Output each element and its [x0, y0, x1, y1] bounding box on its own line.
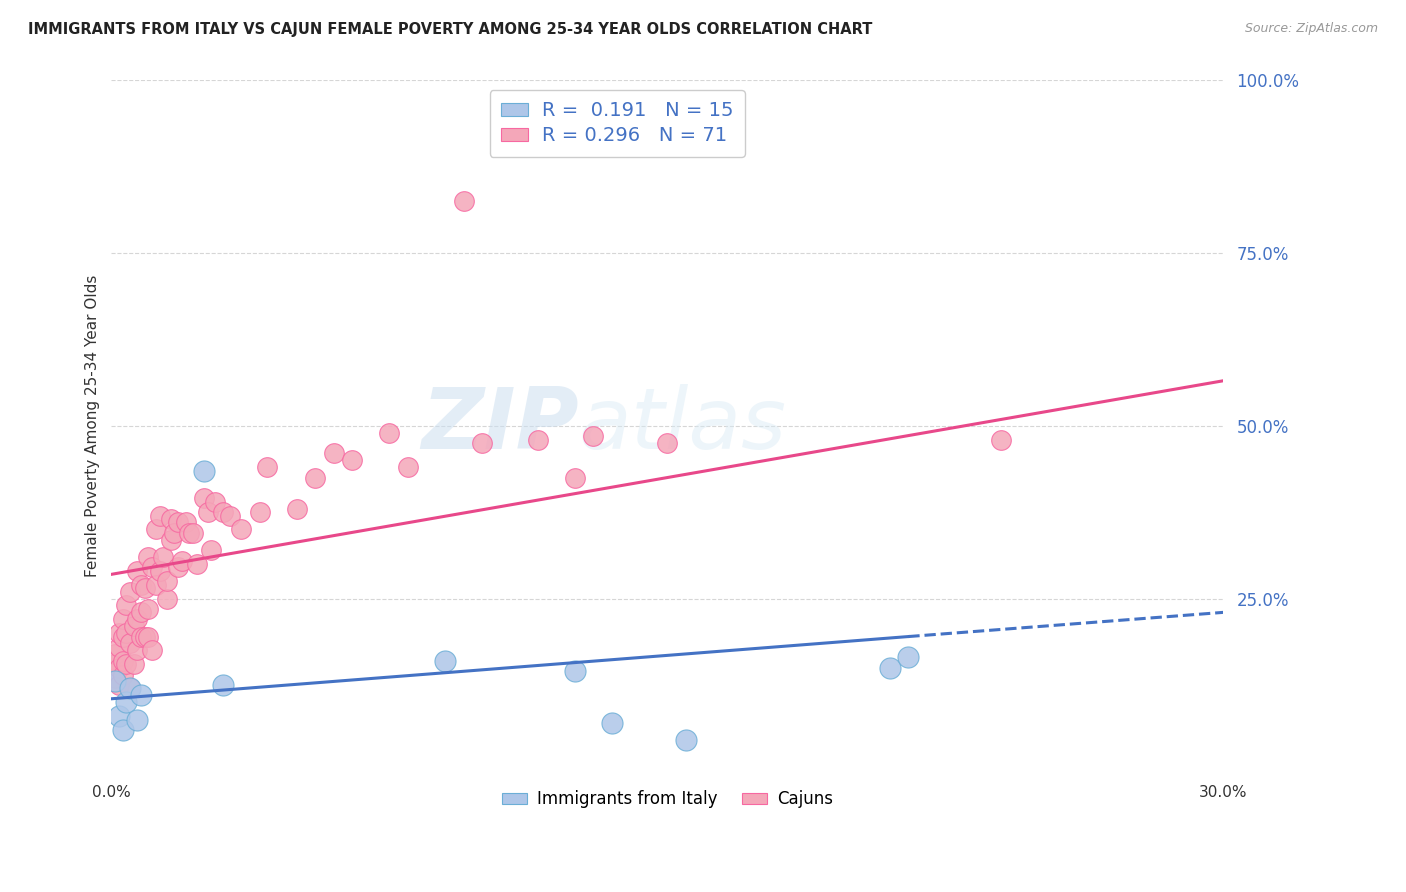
- Point: [249, 505, 271, 519]
- Point: [526, 433, 548, 447]
- Point: [167, 560, 190, 574]
- Point: [170, 553, 193, 567]
- Point: [111, 723, 134, 737]
- Point: [256, 460, 278, 475]
- Point: [118, 681, 141, 696]
- Point: [129, 630, 152, 644]
- Point: [186, 557, 208, 571]
- Point: [122, 619, 145, 633]
- Point: [108, 678, 131, 692]
- Text: atlas: atlas: [578, 384, 786, 467]
- Point: [129, 577, 152, 591]
- Point: [138, 630, 160, 644]
- Point: [600, 716, 623, 731]
- Text: Source: ZipAtlas.com: Source: ZipAtlas.com: [1244, 22, 1378, 36]
- Point: [134, 581, 156, 595]
- Point: [304, 470, 326, 484]
- Point: [149, 508, 172, 523]
- Point: [434, 654, 457, 668]
- Point: [156, 574, 179, 589]
- Point: [127, 612, 149, 626]
- Point: [193, 464, 215, 478]
- Point: [564, 664, 586, 678]
- Point: [378, 425, 401, 440]
- Point: [134, 630, 156, 644]
- Point: [219, 508, 242, 523]
- Point: [564, 470, 586, 484]
- Point: [108, 709, 131, 723]
- Point: [879, 661, 901, 675]
- Point: [118, 681, 141, 696]
- Point: [159, 533, 181, 547]
- Point: [138, 602, 160, 616]
- Text: IMMIGRANTS FROM ITALY VS CAJUN FEMALE POVERTY AMONG 25-34 YEAR OLDS CORRELATION : IMMIGRANTS FROM ITALY VS CAJUN FEMALE PO…: [28, 22, 873, 37]
- Point: [582, 429, 605, 443]
- Point: [118, 584, 141, 599]
- Point: [152, 549, 174, 564]
- Point: [471, 436, 494, 450]
- Point: [149, 564, 172, 578]
- Point: [122, 657, 145, 672]
- Point: [104, 671, 127, 685]
- Point: [104, 657, 127, 672]
- Point: [396, 460, 419, 475]
- Point: [108, 661, 131, 675]
- Point: [104, 674, 127, 689]
- Point: [145, 577, 167, 591]
- Point: [127, 713, 149, 727]
- Point: [174, 516, 197, 530]
- Point: [179, 525, 201, 540]
- Point: [115, 626, 138, 640]
- Point: [118, 636, 141, 650]
- Point: [111, 654, 134, 668]
- Point: [167, 516, 190, 530]
- Point: [197, 505, 219, 519]
- Point: [990, 433, 1012, 447]
- Point: [211, 505, 233, 519]
- Point: [115, 695, 138, 709]
- Point: [163, 525, 186, 540]
- Point: [115, 657, 138, 672]
- Point: [181, 525, 204, 540]
- Point: [141, 643, 163, 657]
- Point: [211, 678, 233, 692]
- Point: [111, 612, 134, 626]
- Point: [127, 564, 149, 578]
- Point: [193, 491, 215, 506]
- Point: [111, 630, 134, 644]
- Point: [231, 522, 253, 536]
- Point: [342, 453, 364, 467]
- Point: [104, 647, 127, 661]
- Point: [159, 512, 181, 526]
- Point: [156, 591, 179, 606]
- Point: [108, 640, 131, 654]
- Legend: Immigrants from Italy, Cajuns: Immigrants from Italy, Cajuns: [495, 783, 839, 815]
- Point: [453, 194, 475, 208]
- Point: [675, 733, 697, 747]
- Point: [129, 606, 152, 620]
- Text: ZIP: ZIP: [420, 384, 578, 467]
- Point: [204, 494, 226, 508]
- Point: [108, 626, 131, 640]
- Point: [111, 667, 134, 681]
- Point: [115, 599, 138, 613]
- Point: [141, 560, 163, 574]
- Point: [657, 436, 679, 450]
- Point: [129, 689, 152, 703]
- Point: [200, 543, 222, 558]
- Point: [897, 650, 920, 665]
- Point: [138, 549, 160, 564]
- Point: [322, 446, 344, 460]
- Point: [127, 643, 149, 657]
- Point: [285, 501, 308, 516]
- Point: [145, 522, 167, 536]
- Y-axis label: Female Poverty Among 25-34 Year Olds: Female Poverty Among 25-34 Year Olds: [86, 275, 100, 577]
